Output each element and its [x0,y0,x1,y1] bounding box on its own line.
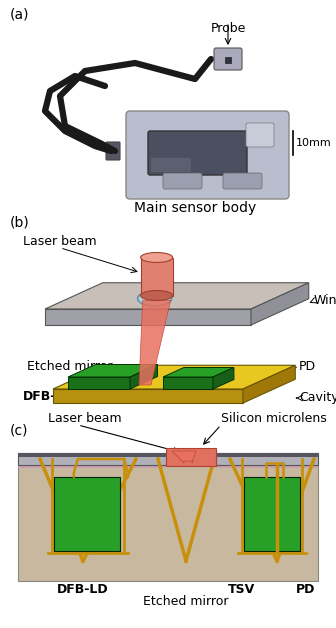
Ellipse shape [138,291,172,306]
FancyBboxPatch shape [214,48,242,70]
Text: Silicon microlens: Silicon microlens [221,412,327,425]
FancyBboxPatch shape [246,123,274,147]
Bar [18,453,166,465]
Ellipse shape [141,291,173,301]
Polygon shape [251,283,309,325]
Polygon shape [213,367,234,389]
Bar [18,455,318,459]
Polygon shape [45,309,251,325]
Polygon shape [45,283,309,309]
FancyBboxPatch shape [151,158,191,172]
FancyBboxPatch shape [148,131,247,175]
Text: Laser beam: Laser beam [23,235,97,248]
Text: Etched mirror: Etched mirror [27,360,113,374]
FancyBboxPatch shape [141,257,173,296]
Bar [54,477,120,551]
Text: Main sensor body: Main sensor body [134,201,256,215]
Text: Etched mirror: Etched mirror [143,595,229,608]
Polygon shape [139,301,171,385]
Polygon shape [172,451,196,463]
Bar [216,453,318,465]
Polygon shape [53,389,243,403]
Bar [166,448,216,466]
Polygon shape [163,367,234,377]
Text: Window: Window [314,295,336,308]
Text: DFB-LD: DFB-LD [57,583,109,596]
Text: Probe: Probe [210,22,246,35]
Text: 10mm: 10mm [296,138,332,148]
FancyBboxPatch shape [106,142,120,160]
Polygon shape [163,377,213,389]
Ellipse shape [141,252,173,263]
Text: PD: PD [296,583,316,596]
Text: Laser beam: Laser beam [48,412,122,425]
Text: (a): (a) [10,8,30,22]
Polygon shape [243,365,295,403]
Bar [216,453,318,457]
Polygon shape [68,377,130,389]
Text: (b): (b) [10,215,30,229]
FancyBboxPatch shape [223,173,262,189]
Polygon shape [130,364,158,389]
FancyBboxPatch shape [126,111,289,199]
Text: (c): (c) [10,423,29,437]
Bar [18,453,166,457]
Polygon shape [158,459,214,561]
FancyBboxPatch shape [163,173,202,189]
Polygon shape [68,364,158,377]
Bar [18,453,318,581]
Bar [225,57,231,63]
Text: DFB-LD: DFB-LD [23,391,75,404]
Polygon shape [53,365,295,389]
Text: TSV: TSV [228,583,256,596]
Polygon shape [230,459,314,561]
Bar [18,465,166,468]
Text: Cavity: Cavity [299,391,336,404]
Bar [216,465,318,468]
Polygon shape [40,459,136,561]
Bar [244,477,300,551]
Text: PD: PD [299,360,317,374]
